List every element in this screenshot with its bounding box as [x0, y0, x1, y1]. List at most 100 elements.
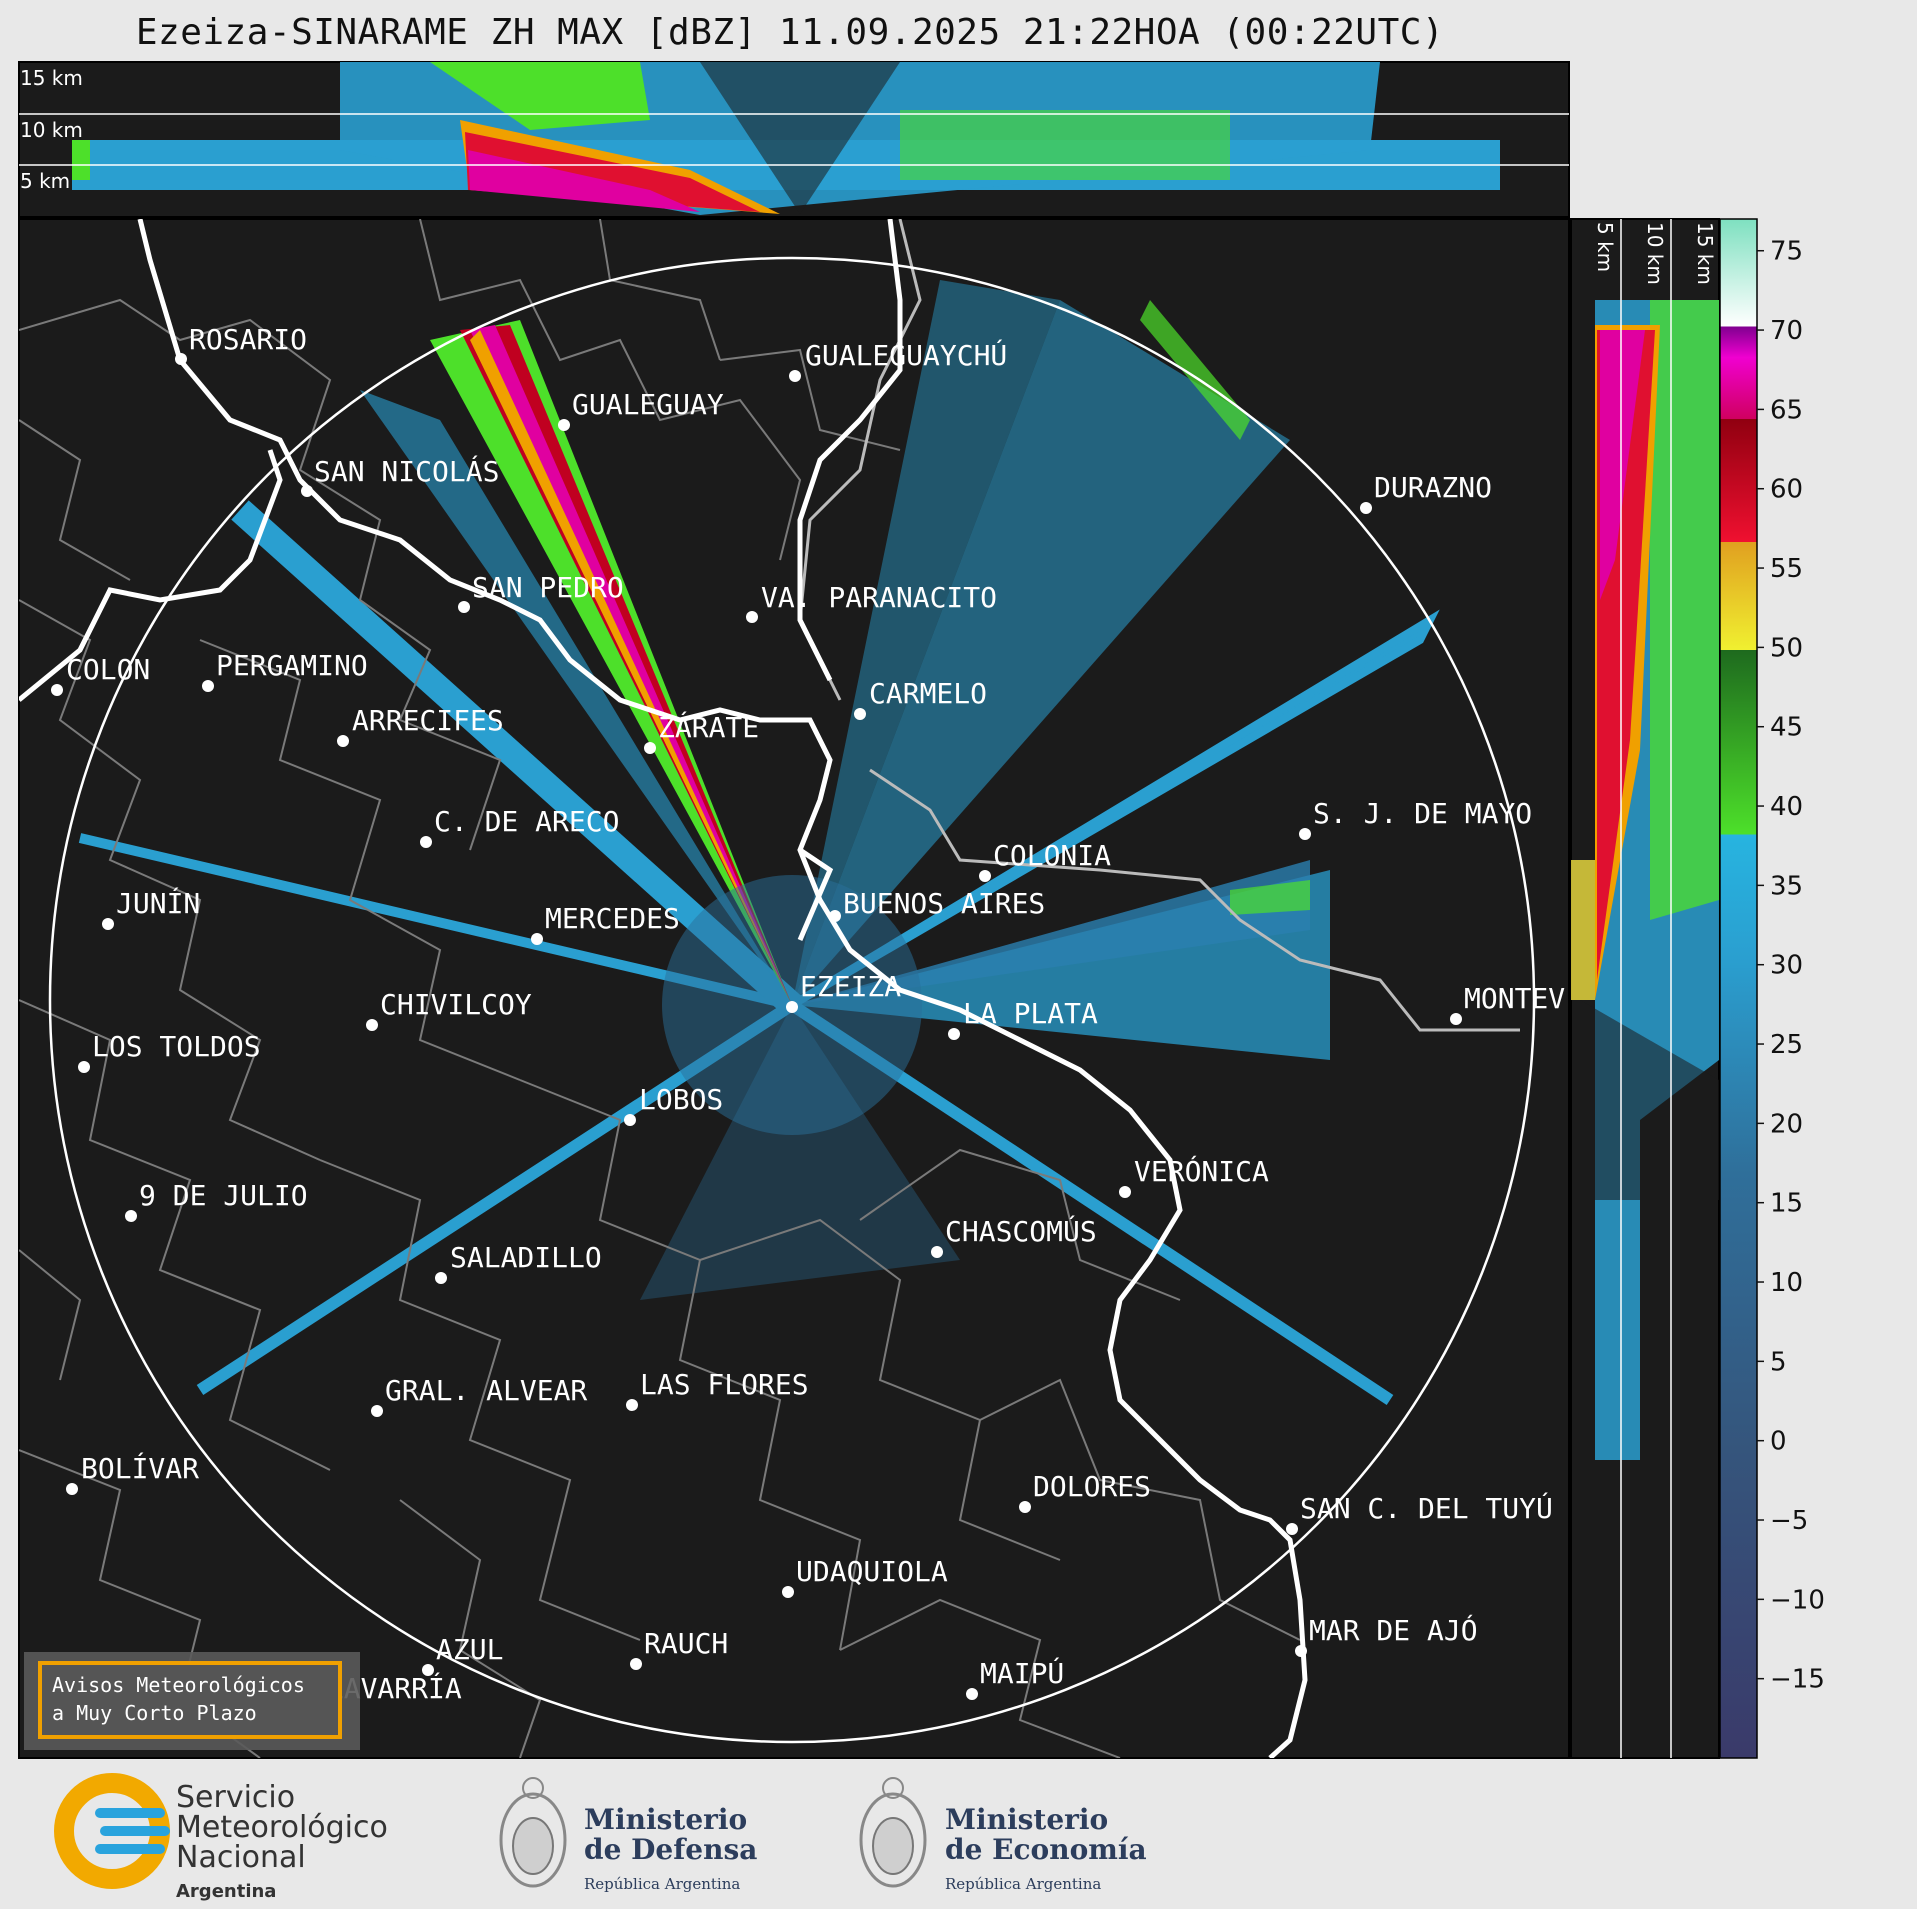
city-pergamino: PERGAMINO — [202, 649, 368, 692]
svg-text:MERCEDES: MERCEDES — [545, 902, 680, 935]
admin-borders — [19, 219, 1301, 1758]
colorbar-tick-label: 15 — [1770, 1189, 1803, 1219]
side-cross-section-panel: 5 km 10 km 15 km — [1570, 218, 1720, 1759]
side-level-5km: 5 km — [1593, 222, 1617, 272]
svg-text:CHIVILCOY: CHIVILCOY — [380, 988, 532, 1021]
svg-text:DURAZNO: DURAZNO — [1374, 471, 1492, 504]
smn-line-4: Argentina — [176, 1881, 277, 1902]
city-va-paranacito: VA. PARANACITO — [746, 581, 997, 623]
city-la-plata: LA PLATA — [948, 997, 1098, 1040]
city-rosario: ROSARIO — [175, 323, 307, 365]
map-panel: ROSARIO GUALEGUAYCHÚ GUALEGUAY SAN NICOL… — [18, 218, 1570, 1759]
city-gualeguaychu: GUALEGUAYCHÚ — [789, 338, 1007, 382]
city-arrecifes: ARRECIFES — [337, 704, 504, 747]
colorbar-tick-label: 50 — [1770, 633, 1803, 663]
notice-box[interactable]: Avisos Meteorológicos a Muy Corto Plazo — [38, 1661, 342, 1739]
svg-text:ROSARIO: ROSARIO — [189, 323, 307, 356]
colorbar-tick-label: 0 — [1770, 1427, 1787, 1457]
range-ring — [48, 256, 1536, 1744]
city-rauch: RAUCH — [630, 1627, 728, 1670]
colorbar-tick-label: 20 — [1770, 1109, 1803, 1139]
city-buenos-aires: BUENOS AIRES — [829, 887, 1045, 922]
svg-text:COLON: COLON — [66, 653, 150, 686]
svg-text:ZÁRATE: ZÁRATE — [658, 710, 759, 744]
coastline — [19, 219, 1308, 1758]
top-level-10km: 10 km — [20, 118, 83, 142]
defensa-line-3: República Argentina — [584, 1875, 741, 1893]
city-gral-alvear: GRAL. ALVEAR — [371, 1374, 587, 1417]
colorbar-tick-label: 10 — [1770, 1268, 1803, 1298]
colorbar-tick-label: 35 — [1770, 871, 1803, 901]
economia-seal — [859, 1777, 927, 1888]
colorbar-tick-label: 75 — [1770, 237, 1803, 267]
smn-line-3: Nacional — [176, 1840, 306, 1875]
svg-text:RAUCH: RAUCH — [644, 1627, 728, 1660]
city-durazno: DURAZNO — [1360, 471, 1492, 514]
svg-text:GUALEGUAY: GUALEGUAY — [572, 388, 724, 421]
svg-text:LAS FLORES: LAS FLORES — [640, 1368, 809, 1401]
city-chivilcoy: CHIVILCOY — [366, 988, 532, 1031]
city-udaquiola: UDAQUIOLA — [782, 1555, 948, 1598]
economia-logo-text: Ministerio de Economía República Argenti… — [945, 1805, 1147, 1899]
city-los-toldos: LOS TOLDOS — [78, 1030, 261, 1073]
colorbar-tick-label: 70 — [1770, 316, 1803, 346]
city-ezeiza: EZEIZA — [786, 970, 901, 1013]
city-dolores: DOLORES — [1019, 1470, 1151, 1513]
city-colonia: COLONIA — [979, 839, 1111, 882]
colorbar-tick-label: 45 — [1770, 713, 1803, 743]
city-san-pedro: SAN PEDRO — [458, 571, 624, 613]
svg-text:ARRECIFES: ARRECIFES — [352, 704, 504, 737]
svg-text:GUALEGUAYCHÚ: GUALEGUAYCHÚ — [805, 338, 1007, 372]
svg-text:JUNÍN: JUNÍN — [116, 886, 200, 920]
svg-text:CHASCOMÚS: CHASCOMÚS — [945, 1214, 1097, 1248]
svg-text:BUENOS AIRES: BUENOS AIRES — [843, 887, 1045, 920]
city-maipu: MAIPÚ — [966, 1656, 1064, 1700]
city-junin: JUNÍN — [102, 886, 200, 930]
top-level-5km: 5 km — [20, 169, 70, 193]
svg-text:CARMELO: CARMELO — [869, 677, 987, 710]
svg-text:C. DE ARECO: C. DE ARECO — [434, 805, 619, 838]
colorbar-tick-label: 30 — [1770, 951, 1803, 981]
city-san-c-del-tuyu: SAN C. DEL TUYÚ — [1286, 1491, 1553, 1535]
city-gualeguay: GUALEGUAY — [558, 388, 724, 431]
city-9-de-julio: 9 DE JULIO — [125, 1179, 308, 1222]
svg-text:MAIPÚ: MAIPÚ — [980, 1656, 1064, 1690]
svg-text:UDAQUIOLA: UDAQUIOLA — [796, 1555, 948, 1588]
city-layer: ROSARIO GUALEGUAYCHÚ GUALEGUAY SAN NICOL… — [51, 323, 1565, 1715]
svg-text:EZEIZA: EZEIZA — [800, 970, 901, 1003]
svg-text:GRAL. ALVEAR: GRAL. ALVEAR — [385, 1374, 587, 1407]
defensa-line-2: de Defensa — [584, 1833, 758, 1866]
smn-line-1: Servicio — [176, 1780, 296, 1815]
colorbar-tick-label: −15 — [1770, 1665, 1825, 1695]
colorbar-tick-label: 40 — [1770, 792, 1803, 822]
city-bolivar: BOLÍVAR — [66, 1451, 199, 1495]
side-level-10km: 10 km — [1643, 222, 1667, 285]
svg-text:LA PLATA: LA PLATA — [963, 997, 1098, 1030]
city-s-j-de-mayo: S. J. DE MAYO — [1299, 797, 1532, 840]
economia-line-2: de Economía — [945, 1833, 1147, 1866]
city-c-de-areco: C. DE ARECO — [420, 805, 619, 848]
city-san-nicolas: SAN NICOLÁS — [301, 454, 499, 497]
svg-text:VA. PARANACITO: VA. PARANACITO — [761, 581, 997, 614]
city-colon: COLON — [51, 653, 150, 696]
colorbar-tick-label: 60 — [1770, 475, 1803, 505]
svg-text:BOLÍVAR: BOLÍVAR — [81, 1451, 199, 1485]
svg-text:SAN C. DEL TUYÚ: SAN C. DEL TUYÚ — [1300, 1491, 1553, 1525]
defensa-logo-text: Ministerio de Defensa República Argentin… — [584, 1805, 757, 1899]
svg-text:MAR DE AJÓ: MAR DE AJÓ — [1309, 1613, 1478, 1647]
svg-text:9 DE JULIO: 9 DE JULIO — [139, 1179, 308, 1212]
economia-line-1: Ministerio — [945, 1803, 1109, 1836]
colorbar-tick-label: 55 — [1770, 554, 1803, 584]
svg-text:SALADILLO: SALADILLO — [450, 1241, 602, 1274]
svg-text:SAN NICOLÁS: SAN NICOLÁS — [314, 454, 499, 488]
city-mercedes: MERCEDES — [531, 902, 680, 945]
top-level-15km: 15 km — [20, 66, 83, 90]
colorbar-tick-label: 65 — [1770, 395, 1803, 425]
city-azul: AZUL — [422, 1633, 503, 1676]
colorbar-tick-label: −10 — [1770, 1585, 1825, 1615]
svg-text:AZUL: AZUL — [436, 1633, 503, 1666]
defensa-line-1: Ministerio — [584, 1803, 748, 1836]
city-carmelo: CARMELO — [854, 677, 987, 720]
